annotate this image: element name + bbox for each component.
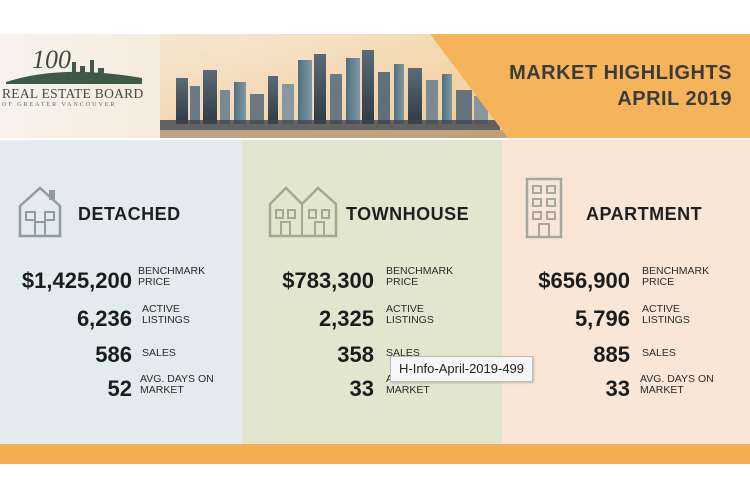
apartment-icon	[525, 177, 563, 239]
apartment-column: APARTMENT $656,900 BENCHMARK PRICE 5,796 …	[502, 140, 750, 444]
stat-label: SALES	[386, 347, 420, 359]
stat-label: SALES	[642, 347, 676, 359]
stat-label: ACTIVE LISTINGS	[642, 303, 690, 326]
stat-value: $1,425,200	[21, 268, 132, 293]
stat-label: ACTIVE LISTINGS	[386, 303, 434, 326]
townhouse-column: TOWNHOUSE $783,300 BENCHMARK PRICE 2,325 …	[242, 140, 502, 444]
stat-value: $783,300	[282, 268, 374, 293]
stat-label: BENCHMARK PRICE	[138, 265, 206, 288]
apartment-label: APARTMENT	[586, 204, 703, 224]
stat-value: 2,325	[318, 306, 374, 331]
logo-emblem-icon: 100	[6, 45, 142, 84]
apartment-sales: 885 SALES	[502, 338, 750, 368]
stat-label: BENCHMARK PRICE	[642, 265, 710, 288]
image-title-tooltip: H-Info-April-2019-499	[390, 356, 534, 382]
real-estate-board-logo: 100 REAL ESTATE BOARD OF GREATER VANCOUV…	[2, 42, 152, 134]
stat-value: 5,796	[574, 306, 630, 331]
logo-number: 100	[32, 45, 71, 74]
townhouse-benchmark-price: $783,300 BENCHMARK PRICE	[242, 264, 502, 294]
title-line-2: APRIL 2019	[617, 88, 732, 110]
stat-value: 33	[605, 376, 630, 401]
title-line-1: MARKET HIGHLIGHTS	[509, 62, 732, 84]
detached-active-listings: 6,236 ACTIVE LISTINGS	[0, 302, 242, 332]
stat-value: $656,900	[538, 268, 630, 293]
townhouse-active-listings: 2,325 ACTIVE LISTINGS	[242, 302, 502, 332]
detached-benchmark-price: $1,425,200 BENCHMARK PRICE	[0, 264, 242, 294]
apartment-avg-days-on-market: 33 AVG. DAYS ON MARKET	[502, 372, 750, 402]
stat-label: SALES	[142, 347, 176, 359]
logo-subtext: OF GREATER VANCOUVER	[2, 102, 117, 108]
logo-text: REAL ESTATE BOARD	[2, 86, 144, 101]
stat-value: 52	[107, 376, 132, 401]
stat-value: 885	[593, 342, 630, 367]
page-title: MARKET HIGHLIGHTS APRIL 2019	[509, 60, 732, 112]
stat-label: BENCHMARK PRICE	[386, 265, 454, 288]
stat-value: 586	[95, 342, 132, 367]
detached-column: DETACHED $1,425,200 BENCHMARK PRICE 6,236…	[0, 140, 242, 444]
apartment-benchmark-price: $656,900 BENCHMARK PRICE	[502, 264, 750, 294]
apartment-active-listings: 5,796 ACTIVE LISTINGS	[502, 302, 750, 332]
townhouse-icon	[268, 186, 338, 238]
townhouse-sales: 358 SALES	[242, 338, 502, 368]
house-icon	[18, 186, 62, 238]
stat-value: 358	[337, 342, 374, 367]
footer-bar	[0, 444, 750, 464]
detached-avg-days-on-market: 52 AVG. DAYS ON MARKET	[0, 372, 242, 402]
townhouse-label: TOWNHOUSE	[346, 204, 470, 224]
header-banner: 100 REAL ESTATE BOARD OF GREATER VANCOUV…	[0, 34, 750, 138]
detached-sales: 586 SALES	[0, 338, 242, 368]
stat-value: 6,236	[76, 306, 132, 331]
stat-label: ACTIVE LISTINGS	[142, 303, 190, 326]
stat-value: 33	[349, 376, 374, 401]
detached-label: DETACHED	[78, 204, 181, 224]
